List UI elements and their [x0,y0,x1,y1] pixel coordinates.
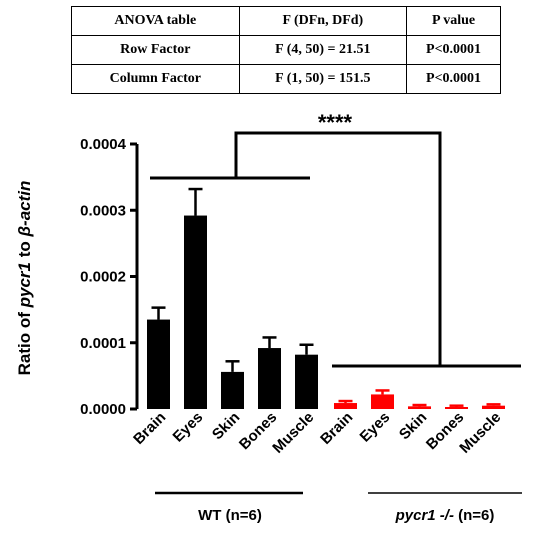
anova-cell: P<0.0001 [406,35,501,65]
anova-cell: F (1, 50) = 151.5 [238,64,408,94]
anova-header-cell: F (DFn, DFd) [238,6,408,36]
bar [445,407,468,409]
anova-cell: P<0.0001 [406,64,501,94]
anova-header-row: ANOVA table F (DFn, DFd) P value [71,6,501,36]
group-labels: WT (n=6) pycr1 -/- (n=6) [155,491,522,524]
y-tick-label: 0.0003 [80,202,126,219]
bar [371,394,394,409]
anova-header-cell: ANOVA table [71,6,240,36]
group-label-gene: pycr1 -/- [395,507,454,524]
bar [221,371,244,409]
anova-column-factor: Column Factor F (1, 50) = 151.5 P<0.0001 [71,64,501,94]
category-label: Brain [130,409,169,448]
anova-row-factor: Row Factor F (4, 50) = 21.51 P<0.0001 [71,35,501,65]
bar [295,354,318,409]
y-axis: 0.0000 0.0001 0.0002 0.0003 0.0004 [80,136,139,418]
y-label-part: Ratio of [15,307,34,375]
anova-cell: Column Factor [71,64,240,94]
bar [408,406,431,409]
category-label: Eyes [357,409,394,446]
group-label-mutant: pycr1 -/- (n=6) [395,507,495,524]
significance-brackets [150,131,521,368]
category-label: Muscle [456,409,504,457]
y-tick-label: 0.0000 [80,401,126,418]
y-label-gene: pycr1 [15,262,34,308]
bar [184,215,207,409]
y-label-part: to [15,237,34,263]
anova-cell: Row Factor [71,35,240,65]
category-label: Muscle [269,409,317,457]
group-label-n: (n=6) [454,507,494,524]
y-tick-label: 0.0002 [80,269,126,286]
group-label-wt: WT (n=6) [198,507,262,524]
bars [147,187,505,409]
bar [258,348,281,409]
y-axis-label: Ratio of pycr1 to β-actin [15,181,34,376]
y-label-reference: β-actin [15,181,34,238]
significance-bracket [234,131,442,366]
bar [334,403,357,409]
bar [482,405,505,409]
anova-table: ANOVA table F (DFn, DFd) P value Row Fac… [71,6,501,94]
significance-stars: **** [318,110,353,135]
category-label: Eyes [170,409,207,446]
y-tick-label: 0.0001 [80,335,126,352]
bar [147,319,170,409]
y-tick-label: 0.0004 [80,136,127,153]
category-label: Brain [317,409,356,448]
